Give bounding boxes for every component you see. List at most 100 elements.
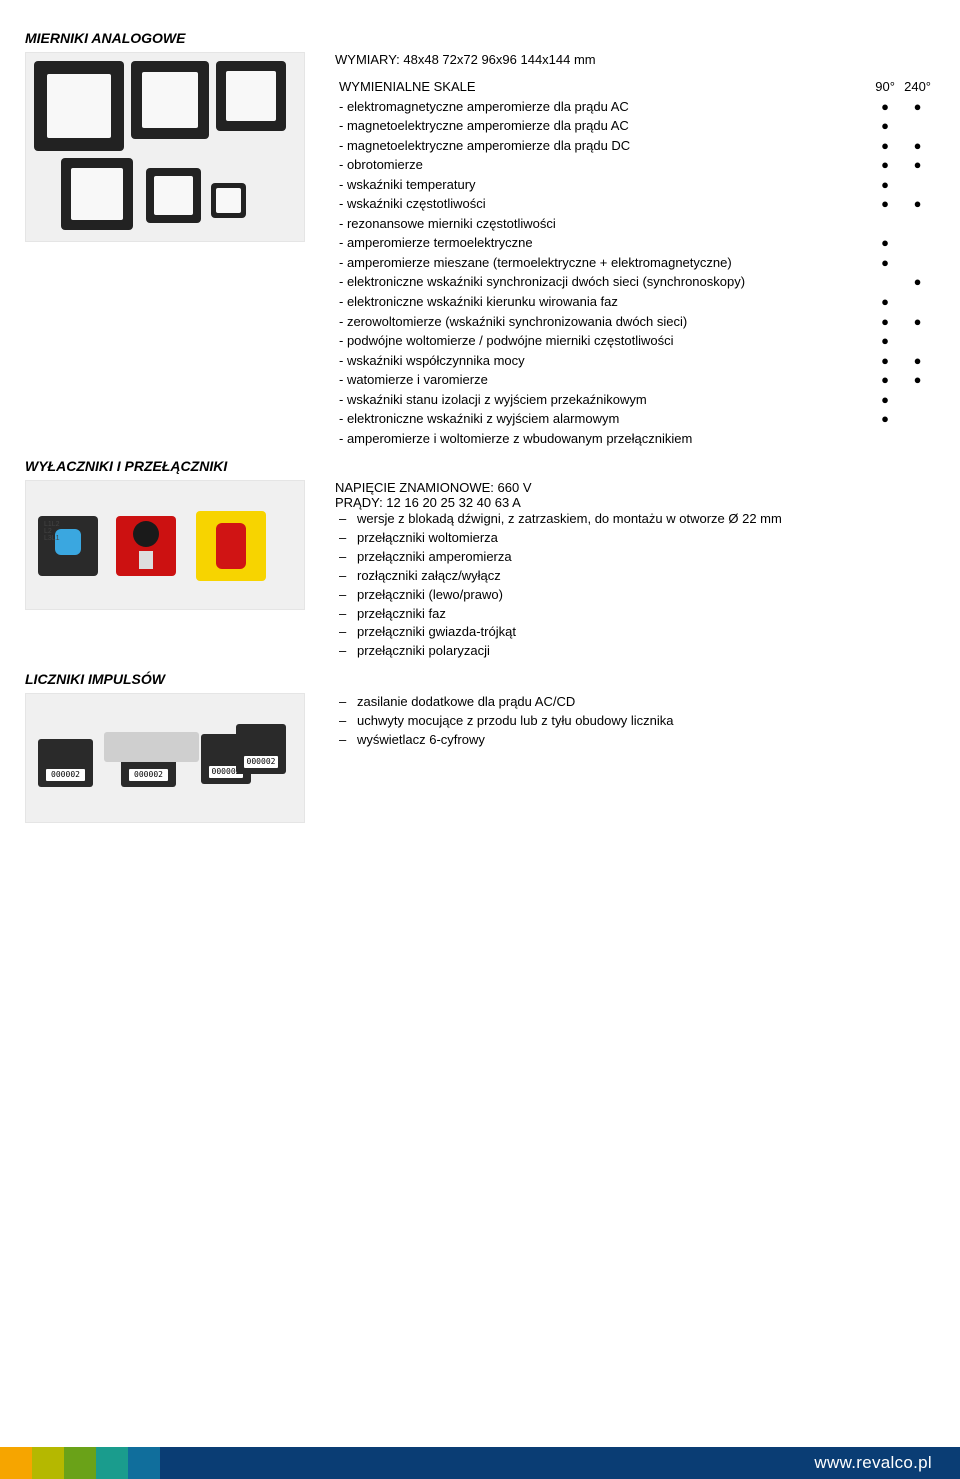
- skale-row-label: - amperomierze mieszane (termoelektryczn…: [335, 253, 870, 273]
- skale-row-label: - amperomierze termoelektryczne: [335, 233, 870, 253]
- section-title-analog: MIERNIKI ANALOGOWE: [25, 30, 935, 46]
- footer-stripe-2: [32, 1447, 64, 1479]
- skale-row-c1: ●: [870, 331, 900, 351]
- skale-row: - wskaźniki częstotliwości●●: [335, 194, 935, 214]
- skale-row: - obrotomierze●●: [335, 155, 935, 175]
- skale-row-c2: ●: [900, 194, 935, 214]
- skale-row-c2: [900, 409, 935, 429]
- counters-layout: zasilanie dodatkowe dla prądu AC/CDuchwy…: [25, 693, 935, 823]
- footer-url: www.revalco.pl: [160, 1447, 960, 1479]
- skale-row: - amperomierze termoelektryczne●: [335, 233, 935, 253]
- skale-row-c1: ●: [870, 116, 900, 136]
- skale-row: - elektroniczne wskaźniki synchronizacji…: [335, 272, 935, 292]
- dimensions-line: WYMIARY: 48x48 72x72 96x96 144x144 mm: [335, 52, 935, 67]
- list-item: rozłączniki załącz/wyłącz: [335, 567, 935, 586]
- list-item: wyświetlacz 6-cyfrowy: [335, 731, 935, 750]
- skale-row-label: - obrotomierze: [335, 155, 870, 175]
- switches-layout: L1L2L2L3L1 NAPIĘCIE ZNAMIONOWE: 660 V PR…: [25, 480, 935, 661]
- skale-row-label: - watomierze i varomierze: [335, 370, 870, 390]
- skale-row-c1: ●: [870, 97, 900, 117]
- skale-row-c1: ●: [870, 292, 900, 312]
- skale-row-c2: [900, 331, 935, 351]
- skale-row: - wskaźniki współczynnika mocy●●: [335, 351, 935, 371]
- skale-row-label: - rezonansowe mierniki częstotliwości: [335, 214, 870, 234]
- skale-row-c2: [900, 233, 935, 253]
- skale-row-c1: ●: [870, 312, 900, 332]
- skale-row-label: - elektromagnetyczne amperomierze dla pr…: [335, 97, 870, 117]
- skale-row-c1: ●: [870, 155, 900, 175]
- skale-row-label: - wskaźniki częstotliwości: [335, 194, 870, 214]
- skale-row-c1: ●: [870, 390, 900, 410]
- list-item: przełączniki woltomierza: [335, 529, 935, 548]
- skale-row-c2: ●: [900, 155, 935, 175]
- analog-meters-image: [25, 52, 305, 242]
- skale-header-label: WYMIENIALNE SKALE: [335, 77, 870, 97]
- skale-row-c2: [900, 175, 935, 195]
- skale-row-c2: ●: [900, 370, 935, 390]
- skale-row-c2: [900, 116, 935, 136]
- skale-row-label: - elektroniczne wskaźniki synchronizacji…: [335, 272, 870, 292]
- skale-row-c2: [900, 292, 935, 312]
- switches-list: wersje z blokadą dźwigni, z zatrzaskiem,…: [335, 510, 935, 661]
- skale-row-c2: ●: [900, 351, 935, 371]
- skale-row-c2: ●: [900, 312, 935, 332]
- skale-row-c1: ●: [870, 233, 900, 253]
- skale-row-c1: ●: [870, 194, 900, 214]
- skale-row: - zerowoltomierze (wskaźniki synchronizo…: [335, 312, 935, 332]
- counters-list: zasilanie dodatkowe dla prądu AC/CDuchwy…: [335, 693, 935, 750]
- skale-header-col2: 240°: [900, 77, 935, 97]
- skale-row-c1: ●: [870, 253, 900, 273]
- skale-row: - magnetoelektryczne amperomierze dla pr…: [335, 136, 935, 156]
- skale-row-c2: ●: [900, 272, 935, 292]
- list-item: zasilanie dodatkowe dla prądu AC/CD: [335, 693, 935, 712]
- skale-row-c1: ●: [870, 370, 900, 390]
- skale-row-label: - magnetoelektryczne amperomierze dla pr…: [335, 116, 870, 136]
- list-item: przełączniki amperomierza: [335, 548, 935, 567]
- skale-row-label: - amperomierze i woltomierze z wbudowany…: [335, 429, 870, 449]
- skale-row: - amperomierze mieszane (termoelektryczn…: [335, 253, 935, 273]
- skale-row: - podwójne woltomierze / podwójne mierni…: [335, 331, 935, 351]
- skale-row-label: - elektroniczne wskaźniki kierunku wirow…: [335, 292, 870, 312]
- list-item: przełączniki faz: [335, 605, 935, 624]
- switches-voltage: NAPIĘCIE ZNAMIONOWE: 660 V: [335, 480, 935, 495]
- skale-row-label: - magnetoelektryczne amperomierze dla pr…: [335, 136, 870, 156]
- skale-row-c1: ●: [870, 175, 900, 195]
- skale-row-c2: [900, 214, 935, 234]
- skale-row-c1: [870, 214, 900, 234]
- skale-row: - elektroniczne wskaźniki z wyjściem ala…: [335, 409, 935, 429]
- list-item: przełączniki gwiazda-trójkąt: [335, 623, 935, 642]
- skale-row: - rezonansowe mierniki częstotliwości: [335, 214, 935, 234]
- switches-image: L1L2L2L3L1: [25, 480, 305, 610]
- skale-header-col1: 90°: [870, 77, 900, 97]
- skale-row: - wskaźniki temperatury●: [335, 175, 935, 195]
- skale-row-label: - wskaźniki temperatury: [335, 175, 870, 195]
- skale-row-label: - wskaźniki stanu izolacji z wyjściem pr…: [335, 390, 870, 410]
- skale-row-label: - elektroniczne wskaźniki z wyjściem ala…: [335, 409, 870, 429]
- skale-row-label: - zerowoltomierze (wskaźniki synchronizo…: [335, 312, 870, 332]
- analog-layout: WYMIARY: 48x48 72x72 96x96 144x144 mm WY…: [25, 52, 935, 448]
- list-item: uchwyty mocujące z przodu lub z tyłu obu…: [335, 712, 935, 731]
- skale-row-c2: [900, 429, 935, 449]
- skale-row: - wskaźniki stanu izolacji z wyjściem pr…: [335, 390, 935, 410]
- list-item: wersje z blokadą dźwigni, z zatrzaskiem,…: [335, 510, 935, 529]
- skale-row: - elektroniczne wskaźniki kierunku wirow…: [335, 292, 935, 312]
- skale-row-c1: ●: [870, 409, 900, 429]
- skale-row-c2: ●: [900, 97, 935, 117]
- footer-stripe-1: [0, 1447, 32, 1479]
- skale-row-c2: [900, 390, 935, 410]
- skale-row-c1: [870, 272, 900, 292]
- skale-row-label: - wskaźniki współczynnika mocy: [335, 351, 870, 371]
- list-item: przełączniki polaryzacji: [335, 642, 935, 661]
- skale-row: - magnetoelektryczne amperomierze dla pr…: [335, 116, 935, 136]
- skale-table: WYMIENIALNE SKALE 90° 240° - elektromagn…: [335, 77, 935, 448]
- counters-image: [25, 693, 305, 823]
- switches-currents: PRĄDY: 12 16 20 25 32 40 63 A: [335, 495, 935, 510]
- skale-row: - watomierze i varomierze●●: [335, 370, 935, 390]
- skale-row-c2: [900, 253, 935, 273]
- section-title-counters: LICZNIKI IMPULSÓW: [25, 671, 935, 687]
- skale-row: - elektromagnetyczne amperomierze dla pr…: [335, 97, 935, 117]
- section-title-switches: WYŁACZNIKI I PRZEŁĄCZNIKI: [25, 458, 935, 474]
- skale-row-c1: [870, 429, 900, 449]
- footer-stripe-5: [128, 1447, 160, 1479]
- list-item: przełączniki (lewo/prawo): [335, 586, 935, 605]
